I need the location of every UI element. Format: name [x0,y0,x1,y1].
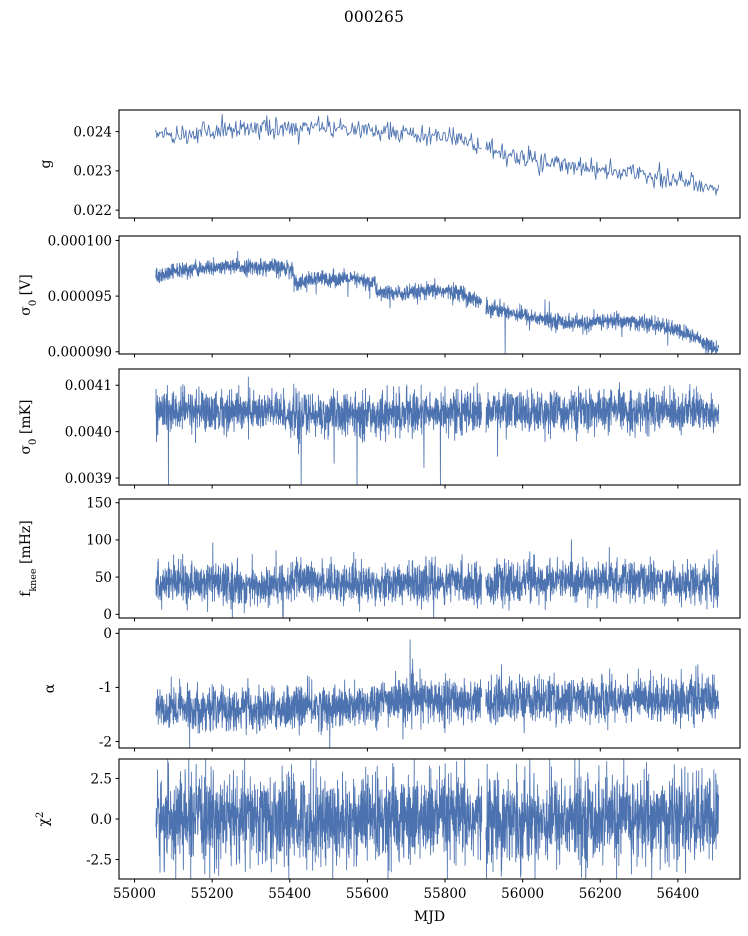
panel-frame [118,498,741,619]
y-axis-label-g: g [38,159,54,168]
panel-3-sigma_0_mK: 0.0039 0.0040 0.0041 σ0 [mK] [18,368,741,489]
y-tick-label: 0.023 [73,164,112,180]
x-tick-label: 55200 [191,886,234,902]
y-tick-label: 0 [103,607,112,623]
y-tick-label: 50 [95,570,112,586]
y-axis-label-alpha: α [42,683,58,693]
x-tick-label: 55400 [268,886,311,902]
x-tick-label: 56000 [501,886,544,902]
panel-frame [118,368,741,486]
figure-title: 000265 [343,8,405,26]
panel-frame [118,235,741,355]
x-tick-label: 55600 [346,886,389,902]
panel-frame [118,628,741,749]
x-tick-label: 56200 [579,886,622,902]
series-sigma_0_mK [155,376,720,486]
y-axis-label-f_knee: fknee [mHz] [18,520,39,597]
y-axis-label-sigma_0_V: σ0 [V] [18,274,39,315]
panel-1-g: 0.022 0.023 0.024 g [38,109,741,222]
panel-background [119,499,740,618]
panel-background [119,110,740,218]
y-tick-label: 0.022 [73,203,112,219]
series-f_knee [155,539,720,619]
panel-6-chi2: -2.5 0.0 2.5 χ2 55000 55200 55400 55600 55800 560… [35,758,741,902]
y-tick-label: 0.0040 [65,424,112,440]
y-tick-label: 0.0041 [65,378,112,394]
panel-5-alpha: -2 -1 0 α [42,626,741,752]
y-tick-label: 0.024 [73,124,112,140]
series-alpha [155,639,720,749]
x-tick-label: 56400 [656,886,699,902]
y-tick-label: 100 [86,533,112,549]
x-axis-label: MJD [414,909,445,925]
y-tick-label: 0 [103,626,112,642]
panel-2-sigma_0_V: 0.000090 0.000095 0.000100 σ0 [V] [18,233,741,361]
y-tick-label: 2.5 [91,771,112,787]
panel-4-f_knee: 0 50 100 150 fknee [mHz] [18,496,741,623]
y-tick-label: 0.000095 [48,289,112,305]
panel-frame [118,109,741,219]
y-tick-label: -2.5 [86,852,112,868]
y-axis-label-chi2: χ2 [35,812,53,827]
y-tick-label: 0.0 [91,812,112,828]
series-g [155,114,720,196]
y-tick-label: 0.0039 [65,471,112,487]
series-sigma_0_V [155,250,720,355]
y-axis-label-sigma_0_mK: σ0 [mK] [18,399,39,454]
y-tick-label: -2 [99,734,112,750]
x-tick-label: 55000 [113,886,156,902]
x-tick-label: 55800 [424,886,467,902]
series-chi2 [155,758,720,880]
y-tick-label: 150 [86,496,112,512]
y-tick-label: 0.000090 [48,345,112,361]
y-tick-label: -1 [99,680,112,696]
y-tick-label: 0.000100 [48,233,112,249]
panel-background [119,369,740,485]
